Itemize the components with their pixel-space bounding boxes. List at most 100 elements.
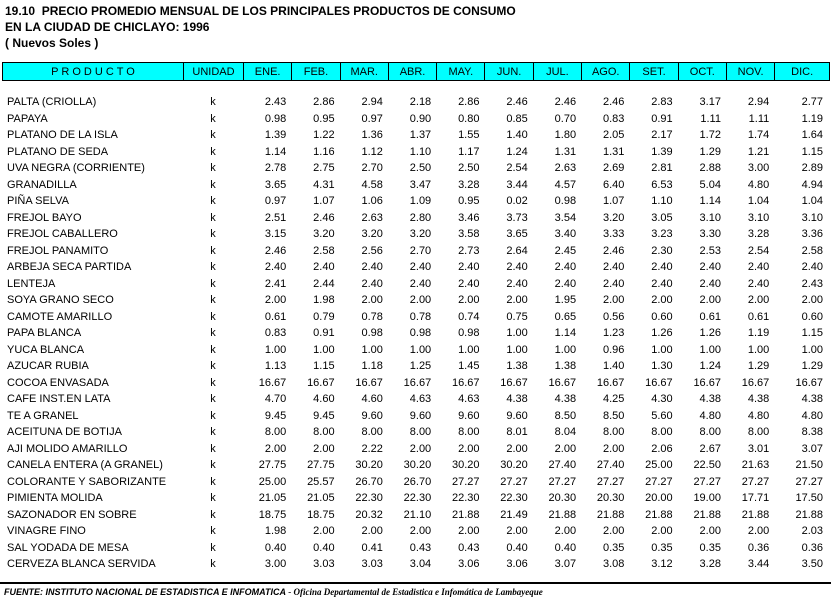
price-value: 2.46 xyxy=(602,244,625,257)
price-value: 2.40 xyxy=(651,261,673,273)
price-value: 9.60 xyxy=(506,409,528,422)
price-value: 26.70 xyxy=(403,475,432,488)
price-value: 16.67 xyxy=(548,376,577,389)
price-value: 1.00 xyxy=(506,327,528,339)
price-value: 0.40 xyxy=(506,541,528,554)
price-value: 2.00 xyxy=(506,294,528,306)
price-value: 2.40 xyxy=(554,261,577,273)
product-name: COLORANTE Y SABORIZANTE xyxy=(7,475,167,488)
price-value: 2.86 xyxy=(458,96,480,108)
price-value: 1.06 xyxy=(361,195,383,207)
product-name: SAZONADOR EN SOBRE xyxy=(7,508,137,521)
price-value: 2.00 xyxy=(458,442,480,455)
product-name: CAMOTE AMARILLO xyxy=(7,310,113,323)
price-value: 3.23 xyxy=(651,228,673,240)
price-value: 2.00 xyxy=(506,525,528,537)
price-value: 0.75 xyxy=(506,310,528,323)
unit-value: k xyxy=(210,277,216,290)
price-value: 21.88 xyxy=(693,508,721,521)
product-name: PAPAYA xyxy=(7,112,48,125)
product-name: TE A GRANEL xyxy=(7,409,79,422)
product-name: PLATANO DE SEDA xyxy=(7,145,109,158)
price-value: 2.73 xyxy=(458,244,480,257)
price-value: 22.30 xyxy=(355,492,383,504)
price-value: 2.40 xyxy=(361,261,383,273)
table-body: PALTA (CRIOLLA) k 2.43 2.86 2.94 2.18 2.86 2.46… xyxy=(0,94,831,573)
price-value: 16.67 xyxy=(596,376,625,389)
price-value: 1.04 xyxy=(801,195,823,207)
price-value: 8.00 xyxy=(361,426,383,438)
price-value: 0.61 xyxy=(264,310,287,323)
price-value: 16.67 xyxy=(403,376,432,389)
table-row: PIMIENTA MOLIDA k 21.05 21.05 22.30 22.30 22.3… xyxy=(0,490,831,507)
price-value: 1.39 xyxy=(651,145,673,158)
price-value: 25.00 xyxy=(258,475,287,488)
price-value: 3.36 xyxy=(801,228,823,240)
price-value: 1.00 xyxy=(801,343,823,356)
price-value: 3.10 xyxy=(747,211,770,224)
price-value: 2.00 xyxy=(361,525,383,537)
price-value: 1.13 xyxy=(264,360,287,372)
price-value: 1.14 xyxy=(554,327,577,339)
price-value: 3.58 xyxy=(458,228,480,240)
price-value: 3.65 xyxy=(506,228,528,240)
price-value: 0.61 xyxy=(699,310,721,323)
unit-value: k xyxy=(210,178,216,191)
table-row: SAZONADOR EN SOBRE k 18.75 18.75 20.32 21.10 2… xyxy=(0,507,831,524)
price-value: 20.32 xyxy=(355,508,383,521)
price-value: 4.94 xyxy=(801,178,823,191)
price-value: 1.00 xyxy=(409,343,432,356)
product-name: CANELA ENTERA (A GRANEL) xyxy=(7,459,163,471)
price-value: 1.36 xyxy=(361,129,383,141)
price-value: 1.00 xyxy=(699,343,721,356)
price-value: 2.00 xyxy=(409,442,432,455)
price-value: 1.37 xyxy=(409,129,432,141)
table-row: UVA NEGRA (CORRIENTE) k 2.78 2.75 2.70 2.50 2.… xyxy=(0,160,831,177)
price-value: 2.63 xyxy=(361,211,383,224)
product-name: FREJOL BAYO xyxy=(7,211,82,224)
price-value: 25.57 xyxy=(307,475,335,488)
table-row: SOYA GRANO SECO k 2.00 1.98 2.00 2.00 2.00 2.00… xyxy=(0,292,831,309)
price-value: 3.04 xyxy=(409,558,432,570)
product-name: VINAGRE FINO xyxy=(7,525,86,537)
price-value: 0.98 xyxy=(264,112,287,125)
price-value: 27.27 xyxy=(741,475,770,488)
price-value: 3.28 xyxy=(458,178,480,191)
unit-value: k xyxy=(210,129,216,141)
page-title-line1: 19.10 PRECIO PROMEDIO MENSUAL DE LOS PRI… xyxy=(5,4,516,18)
price-value: 1.64 xyxy=(801,129,823,141)
price-value: 20.00 xyxy=(645,492,673,504)
table-row: COLORANTE Y SABORIZANTE k 25.00 25.57 26.70 2… xyxy=(0,474,831,491)
price-value: 0.85 xyxy=(506,112,528,125)
table-row: CAFE INST.EN LATA k 4.70 4.60 4.60 4.63 4.63 4.… xyxy=(0,391,831,408)
unit-value: k xyxy=(210,195,216,207)
price-value: 2.70 xyxy=(361,162,383,174)
price-value: 1.14 xyxy=(264,145,287,158)
price-value: 1.30 xyxy=(651,360,673,372)
price-value: 20.30 xyxy=(596,492,625,504)
price-value: 0.43 xyxy=(409,541,432,554)
price-value: 21.88 xyxy=(645,508,673,521)
column-header-month: JUL. xyxy=(532,62,583,81)
price-value: 2.40 xyxy=(264,261,287,273)
price-value: 27.40 xyxy=(548,459,577,471)
price-value: 0.40 xyxy=(264,541,287,554)
price-value: 8.00 xyxy=(651,426,673,438)
table-row: TE A GRANEL k 9.45 9.45 9.60 9.60 9.60 9.60 8.50… xyxy=(0,408,831,425)
price-value: 2.00 xyxy=(651,294,673,306)
price-value: 2.43 xyxy=(801,277,823,290)
price-value: 4.58 xyxy=(361,178,383,191)
price-value: 4.57 xyxy=(554,178,577,191)
price-value: 21.49 xyxy=(500,508,528,521)
price-value: 1.45 xyxy=(458,360,480,372)
price-value: 0.95 xyxy=(458,195,480,207)
price-value: 8.00 xyxy=(409,426,432,438)
price-value: 0.98 xyxy=(554,195,577,207)
price-value: 3.03 xyxy=(313,558,335,570)
price-value: 0.60 xyxy=(801,310,823,323)
product-name: LENTEJA xyxy=(7,277,56,290)
price-value: 25.00 xyxy=(645,459,673,471)
price-value: 27.40 xyxy=(596,459,625,471)
price-value: 0.97 xyxy=(361,112,383,125)
